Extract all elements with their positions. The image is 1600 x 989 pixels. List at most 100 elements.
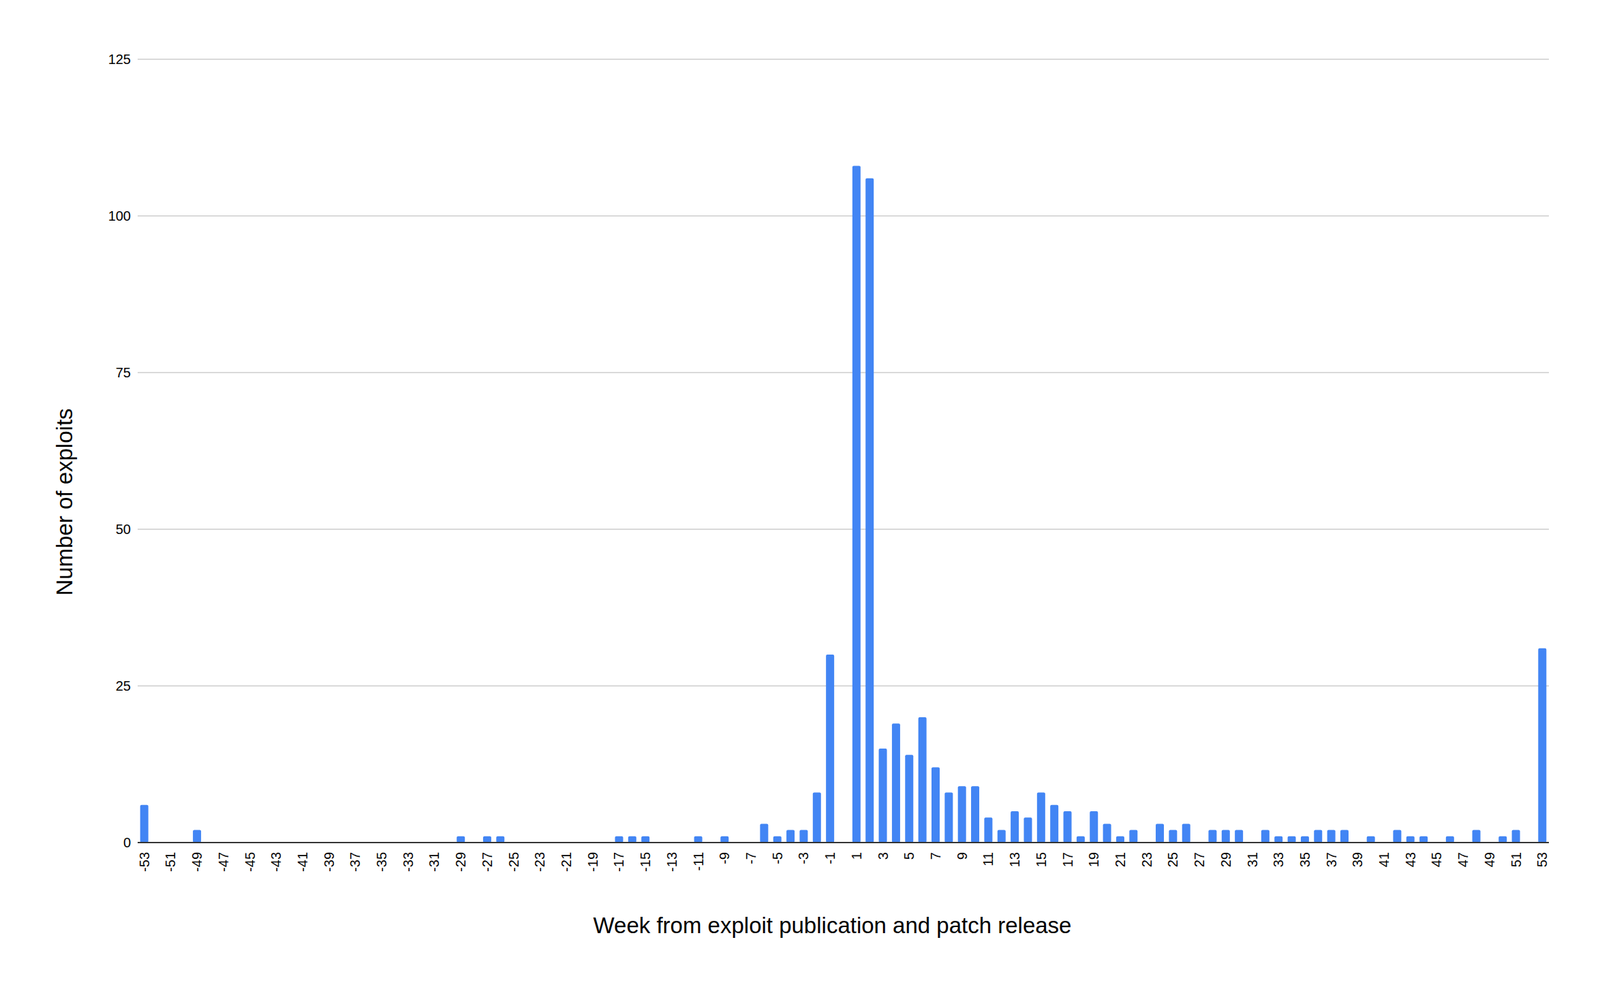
x-tick-label: 7	[928, 852, 944, 860]
bar	[496, 836, 505, 843]
x-tick-label: 39	[1349, 852, 1365, 868]
chart: 0255075100125-53-51-49-47-45-43-41-39-37…	[0, 0, 1600, 989]
bar	[997, 830, 1006, 843]
bar	[1063, 811, 1072, 843]
y-axis-range	[137, 59, 139, 843]
x-tick-label: 35	[1297, 852, 1313, 868]
x-tick-label: -43	[268, 852, 284, 873]
bar	[1498, 836, 1507, 843]
bar	[720, 836, 729, 843]
x-tick-label: -47	[216, 852, 232, 873]
x-tick-label: 47	[1455, 852, 1471, 868]
x-tick-label: -21	[558, 852, 574, 873]
bar	[694, 836, 703, 843]
x-tick-label: -11	[690, 852, 706, 871]
bar	[1300, 836, 1310, 843]
x-axis-title: Week from exploit publication and patch …	[593, 913, 1072, 939]
bar	[1419, 836, 1428, 843]
bar	[1076, 836, 1085, 843]
bar	[1037, 792, 1046, 843]
x-axis-line	[137, 842, 1549, 844]
bar	[1182, 823, 1191, 843]
bar	[1406, 836, 1415, 843]
bar	[852, 165, 861, 843]
bar	[1313, 830, 1322, 843]
grid-line	[137, 685, 1549, 687]
bar	[1512, 830, 1521, 843]
grid-line	[137, 58, 1549, 60]
x-tick-label: 9	[954, 852, 970, 860]
bar	[1103, 823, 1112, 843]
x-tick-label: -37	[347, 852, 363, 873]
grid-line	[137, 842, 1549, 844]
x-tick-label: 23	[1139, 852, 1155, 868]
x-tick-label: 11	[980, 852, 996, 867]
bar	[958, 786, 967, 843]
bar	[812, 792, 822, 843]
x-tick-label: -13	[664, 852, 680, 873]
y-axis-title: Number of exploits	[51, 408, 78, 596]
bar	[1050, 805, 1059, 843]
x-tick-label: -53	[136, 852, 152, 873]
x-tick-label: -39	[321, 852, 337, 873]
bar	[1208, 830, 1217, 843]
bar	[1445, 836, 1455, 843]
x-tick-label: -7	[743, 852, 759, 865]
bar	[1392, 830, 1402, 843]
x-tick-label: -19	[585, 852, 601, 873]
bar	[1155, 823, 1164, 843]
bars	[140, 165, 1547, 843]
bar	[879, 748, 888, 843]
x-tick-label: 43	[1403, 852, 1419, 868]
bar	[891, 723, 901, 843]
bar	[1261, 830, 1270, 843]
x-tick-label: -51	[162, 852, 178, 873]
bar	[931, 767, 940, 843]
x-tick-label: 49	[1482, 852, 1498, 868]
bar	[1366, 836, 1376, 843]
bar	[773, 836, 782, 843]
y-tick-label: 25	[115, 678, 131, 694]
x-tick-label: -17	[611, 852, 627, 873]
bar	[786, 830, 795, 843]
x-tick-label: 41	[1376, 852, 1392, 868]
bar	[1010, 811, 1019, 843]
x-tick-label: -1	[822, 852, 838, 865]
bar	[1327, 830, 1336, 843]
x-tick-label: 21	[1112, 852, 1128, 868]
bar	[825, 654, 835, 843]
x-tick-label: 15	[1033, 852, 1049, 868]
x-tick-label: -27	[479, 852, 495, 873]
bar	[1340, 830, 1349, 843]
bar	[1089, 811, 1098, 843]
x-tick-label: 31	[1244, 852, 1260, 868]
bar	[1234, 830, 1243, 843]
x-tick-label: -33	[400, 852, 416, 873]
bar	[1274, 836, 1283, 843]
bar	[140, 805, 149, 843]
bar	[1537, 648, 1547, 843]
bar	[641, 836, 650, 843]
x-tick-label: -15	[637, 852, 653, 873]
x-tick-label: 45	[1428, 852, 1444, 868]
x-tick-label: 51	[1508, 852, 1524, 868]
x-tick-label: 27	[1191, 852, 1207, 868]
y-tick-label: 125	[108, 51, 131, 67]
x-tick-label: -23	[532, 852, 548, 873]
y-tick-label: 100	[108, 208, 131, 224]
y-tick-label: 50	[115, 521, 131, 537]
x-tick-label: 37	[1324, 852, 1340, 868]
x-tick-label: -29	[453, 852, 469, 873]
bar	[944, 792, 953, 843]
x-tick-label: -45	[242, 852, 258, 873]
bar	[1129, 830, 1138, 843]
x-tick-label: 13	[1007, 852, 1023, 868]
bar	[1221, 830, 1230, 843]
x-tick-label: -5	[770, 852, 786, 865]
x-tick-label: -31	[426, 852, 442, 873]
bar	[192, 830, 202, 843]
bar	[1287, 836, 1297, 843]
bar	[904, 755, 914, 843]
grid-line	[137, 215, 1549, 217]
x-tick-label: 19	[1086, 852, 1102, 868]
